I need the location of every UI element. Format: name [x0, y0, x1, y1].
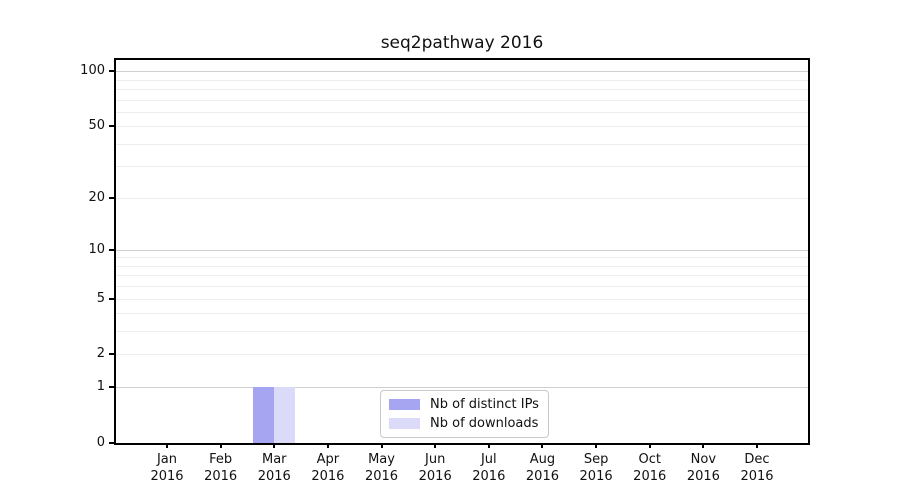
x-tick-mark: [326, 443, 329, 448]
x-tick-label: Feb 2016: [189, 451, 253, 485]
gridline-major: [116, 249, 808, 251]
x-tick-mark: [648, 443, 651, 448]
gridline-minor: [116, 143, 808, 145]
gridline-minor: [116, 99, 808, 101]
x-tick-month: Dec: [744, 452, 770, 467]
y-tick-mark: [109, 70, 114, 73]
x-tick-year: 2016: [418, 469, 452, 484]
x-tick-mark: [541, 443, 544, 448]
x-tick-month: Apr: [316, 452, 340, 467]
bar-mar-s1: [274, 387, 296, 443]
x-tick-label: Jun 2016: [403, 451, 467, 485]
y-tick-label: 1: [96, 379, 105, 395]
legend: Nb of distinct IPs Nb of downloads: [380, 390, 549, 438]
x-tick-label: Oct 2016: [618, 451, 682, 485]
gridline-minor: [116, 275, 808, 277]
x-tick-mark: [273, 443, 276, 448]
y-tick-mark: [109, 353, 114, 356]
x-tick-label: Jul 2016: [457, 451, 521, 485]
y-tick-label: 10: [88, 241, 105, 257]
y-tick-mark: [109, 386, 114, 389]
x-tick-year: 2016: [633, 469, 667, 484]
legend-label-downloads: Nb of downloads: [430, 416, 539, 431]
gridline-minor: [116, 354, 808, 356]
x-tick-mark: [434, 443, 437, 448]
y-tick-mark: [109, 442, 114, 444]
x-tick-label: Mar 2016: [242, 451, 306, 485]
x-tick-label: Sep 2016: [564, 451, 628, 485]
x-tick-year: 2016: [311, 469, 345, 484]
x-tick-month: Jan: [156, 452, 178, 467]
gridline-minor: [116, 298, 808, 300]
gridline-major: [116, 387, 808, 389]
x-tick-label: Aug 2016: [510, 451, 574, 485]
y-tick-label: 5: [96, 290, 105, 306]
y-tick-label: 100: [80, 63, 105, 79]
chart-title: seq2pathway 2016: [380, 33, 544, 53]
x-tick-label: May 2016: [350, 451, 414, 485]
x-tick-month: Mar: [262, 452, 287, 467]
gridline-minor: [116, 265, 808, 267]
x-tick-label: Nov 2016: [671, 451, 735, 485]
gridline-minor: [116, 88, 808, 90]
gridline-minor: [116, 257, 808, 259]
x-tick-month: Jul: [480, 452, 497, 467]
x-tick-month: Aug: [529, 452, 556, 467]
gridline-minor: [116, 79, 808, 81]
gridline-major: [116, 71, 808, 73]
x-tick-year: 2016: [525, 469, 559, 484]
bar-mar-s0: [253, 387, 275, 443]
x-tick-year: 2016: [472, 469, 506, 484]
legend-label-distinct-ips: Nb of distinct IPs: [430, 397, 539, 412]
x-tick-month: Oct: [638, 452, 661, 467]
legend-swatch-downloads: [389, 418, 420, 429]
legend-item-distinct-ips: Nb of distinct IPs: [389, 397, 539, 412]
legend-item-downloads: Nb of downloads: [389, 416, 539, 431]
y-tick-mark: [109, 125, 114, 128]
x-tick-month: Jun: [425, 452, 446, 467]
y-tick-mark: [109, 297, 114, 300]
y-tick-label: 2: [96, 346, 105, 362]
gridline-minor: [116, 286, 808, 288]
x-tick-mark: [380, 443, 383, 448]
x-tick-label: Jan 2016: [135, 451, 199, 485]
x-tick-mark: [595, 443, 598, 448]
x-tick-year: 2016: [257, 469, 291, 484]
y-tick-label: 20: [88, 189, 105, 205]
x-tick-month: Nov: [690, 452, 717, 467]
x-tick-year: 2016: [740, 469, 774, 484]
x-tick-year: 2016: [150, 469, 184, 484]
x-tick-month: Sep: [583, 452, 609, 467]
x-tick-mark: [166, 443, 168, 448]
x-tick-month: May: [368, 452, 395, 467]
gridline-minor: [116, 126, 808, 128]
x-tick-year: 2016: [579, 469, 613, 484]
gridline-minor: [116, 111, 808, 113]
plot-area: [114, 58, 810, 445]
x-tick-year: 2016: [686, 469, 720, 484]
y-tick-label: 0: [96, 435, 105, 450]
y-tick-label: 50: [88, 118, 105, 134]
gridline-minor: [116, 197, 808, 199]
x-tick-label: Dec 2016: [725, 451, 789, 485]
gridline-minor: [116, 331, 808, 333]
x-tick-year: 2016: [364, 469, 399, 484]
x-tick-mark: [756, 443, 758, 448]
x-tick-year: 2016: [204, 469, 238, 484]
x-tick-mark: [487, 443, 490, 448]
y-tick-mark: [109, 248, 114, 251]
legend-swatch-distinct-ips: [389, 399, 420, 410]
gridline-minor: [116, 313, 808, 315]
x-tick-mark: [702, 443, 705, 448]
x-tick-label: Apr 2016: [296, 451, 360, 485]
gridline-minor: [116, 166, 808, 168]
x-tick-month: Feb: [209, 452, 233, 467]
x-tick-mark: [219, 443, 222, 448]
y-tick-mark: [109, 196, 114, 199]
